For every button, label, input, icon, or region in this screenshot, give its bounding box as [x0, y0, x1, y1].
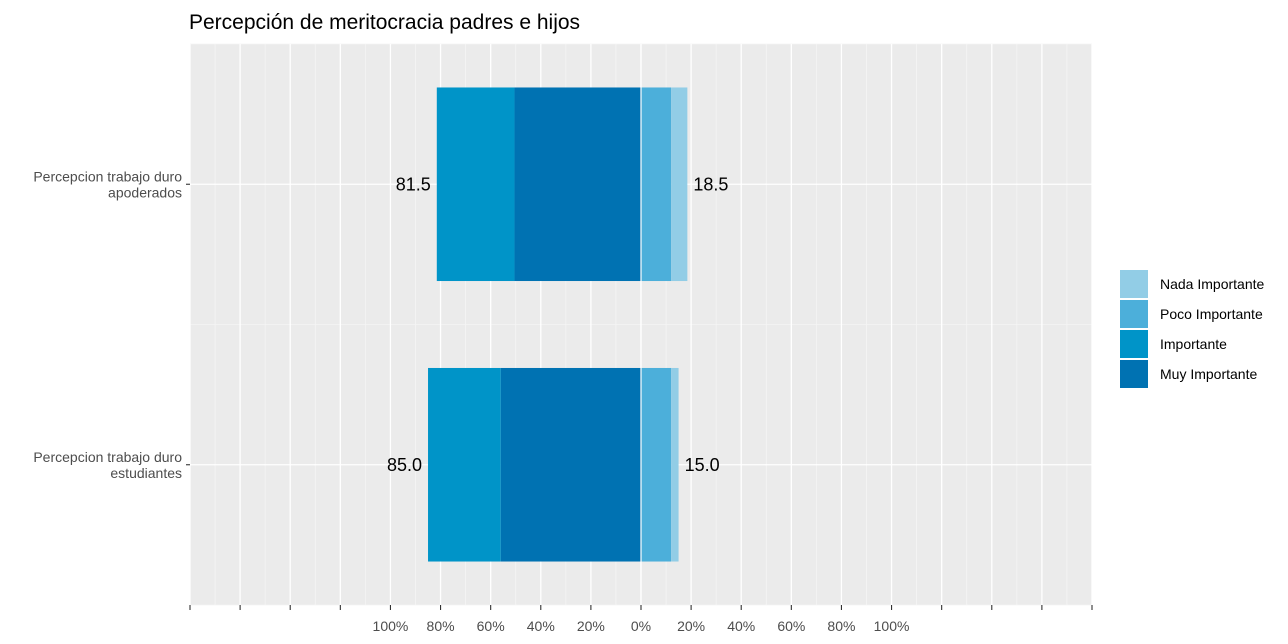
- x-tick-label: 60%: [777, 618, 805, 634]
- legend-label: Muy Importante: [1160, 366, 1257, 382]
- total-label-negative: 85.0: [387, 455, 422, 475]
- category-label: estudiantes: [110, 465, 182, 481]
- x-tick-label: 0%: [631, 618, 651, 634]
- x-tick-label: 100%: [874, 618, 910, 634]
- bar-segment-importante: [428, 367, 501, 562]
- category-label: apoderados: [108, 184, 182, 200]
- x-axis: 100% 80% 60% 40% 20% 0% 20% 40% 60% 80% 100%: [189, 605, 1093, 634]
- data-labels: 81.5 18.5 85.0 15.0: [387, 174, 728, 475]
- legend-key: [1120, 360, 1148, 388]
- total-label-negative: 81.5: [396, 174, 431, 194]
- x-tick-label: 60%: [477, 618, 505, 634]
- legend-label: Nada Importante: [1160, 276, 1264, 292]
- legend-key: [1120, 270, 1148, 298]
- total-label-positive: 15.0: [685, 455, 720, 475]
- legend-label: Poco Importante: [1160, 306, 1263, 322]
- x-tick-label: 80%: [427, 618, 455, 634]
- bar-segment-nada-importante: [671, 367, 679, 562]
- x-tick-label: 80%: [827, 618, 855, 634]
- bars: [428, 87, 688, 562]
- chart-title: Percepción de meritocracia padres e hijo…: [189, 11, 580, 34]
- bar-segment-nada-importante: [671, 87, 688, 282]
- legend-key: [1120, 300, 1148, 328]
- x-tick-label: 100%: [373, 618, 409, 634]
- x-tick-label: 20%: [577, 618, 605, 634]
- bar-segment-poco-importante: [641, 367, 672, 562]
- x-tick-label: 20%: [677, 618, 705, 634]
- legend-key: [1120, 330, 1148, 358]
- bar-segment-importante: [436, 87, 515, 282]
- bar-segment-muy-importante: [500, 367, 641, 562]
- category-label: Percepcion trabajo duro: [33, 168, 182, 184]
- category-label: Percepcion trabajo duro: [33, 449, 182, 465]
- bar-segment-muy-importante: [514, 87, 641, 282]
- total-label-positive: 18.5: [693, 174, 728, 194]
- x-tick-label: 40%: [527, 618, 555, 634]
- y-axis: Percepcion trabajo duroapoderadosPercepc…: [33, 168, 190, 481]
- legend: Nada Importante Poco Importante Importante…: [1120, 270, 1264, 388]
- bar-segment-poco-importante: [641, 87, 672, 282]
- x-tick-label: 40%: [727, 618, 755, 634]
- legend-label: Importante: [1160, 336, 1227, 352]
